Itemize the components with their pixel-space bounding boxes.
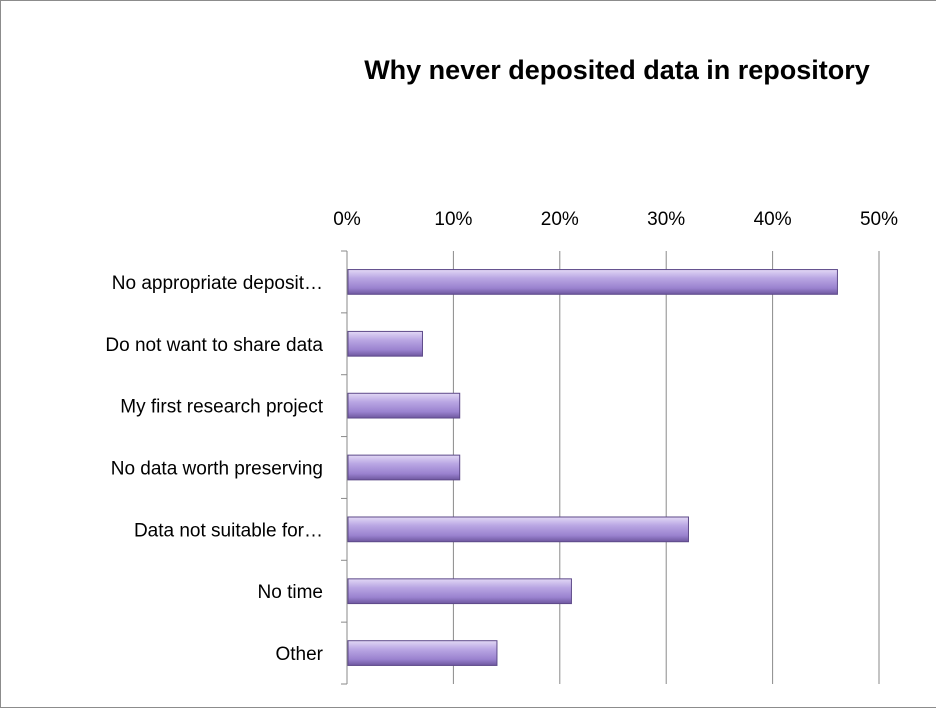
bar bbox=[347, 640, 498, 666]
x-tick-label: 40% bbox=[754, 209, 792, 230]
x-tick-label: 30% bbox=[647, 209, 685, 230]
bar bbox=[347, 269, 838, 295]
bar bbox=[347, 392, 461, 419]
bars bbox=[347, 269, 838, 666]
category-label: No time bbox=[258, 582, 323, 603]
bar bbox=[347, 330, 423, 357]
category-label: Other bbox=[275, 644, 323, 665]
x-tick-label: 10% bbox=[434, 209, 472, 230]
chart-title: Why never deposited data in repository bbox=[364, 55, 870, 85]
category-label: Do not want to share data bbox=[105, 335, 323, 356]
x-axis-ticks: 0% 10% 20% 30% 40% 50% bbox=[333, 209, 898, 230]
bar bbox=[347, 578, 572, 605]
x-tick-label: 50% bbox=[860, 209, 898, 230]
category-label: No appropriate deposit… bbox=[112, 273, 323, 294]
bar bbox=[347, 516, 689, 543]
x-tick-label: 20% bbox=[541, 209, 579, 230]
category-labels: No appropriate deposit… Do not want to sh… bbox=[105, 273, 323, 665]
category-label: No data worth preserving bbox=[111, 459, 323, 480]
x-tick-label: 0% bbox=[333, 209, 361, 230]
category-axis bbox=[341, 250, 348, 685]
category-label: My first research project bbox=[120, 397, 323, 418]
bar bbox=[347, 454, 461, 481]
category-label: Data not suitable for… bbox=[134, 520, 323, 541]
